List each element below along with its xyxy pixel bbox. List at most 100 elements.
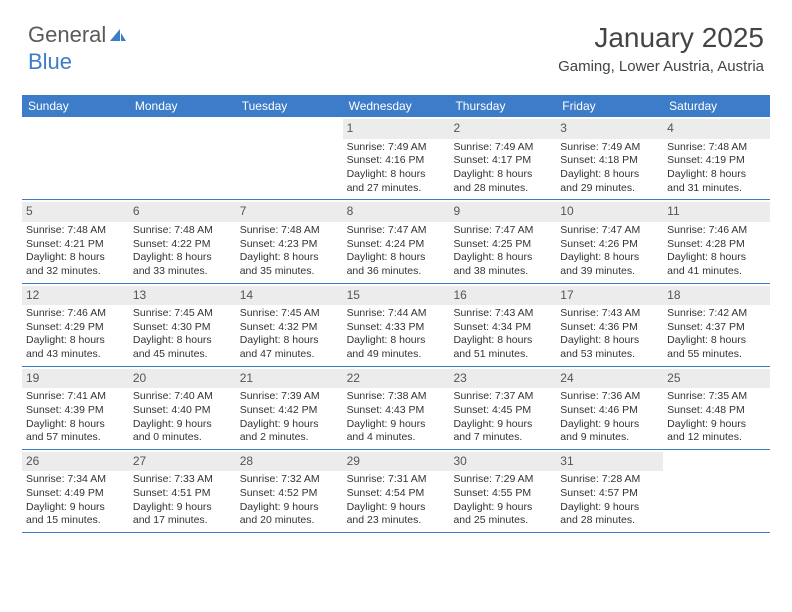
daylight-text: Daylight: 8 hours and 33 minutes.: [133, 251, 232, 278]
daylight-text: Daylight: 8 hours and 53 minutes.: [560, 334, 659, 361]
daylight-text: Daylight: 8 hours and 41 minutes.: [667, 251, 766, 278]
daylight-text: Daylight: 8 hours and 43 minutes.: [26, 334, 125, 361]
day-number: 31: [556, 452, 663, 472]
daylight-text: Daylight: 9 hours and 7 minutes.: [453, 418, 552, 445]
sunrise-text: Sunrise: 7:46 AM: [667, 224, 766, 238]
logo: GeneralBlue: [28, 22, 128, 75]
day-number: 10: [556, 202, 663, 222]
sunset-text: Sunset: 4:51 PM: [133, 487, 232, 501]
daylight-text: Daylight: 8 hours and 29 minutes.: [560, 168, 659, 195]
daylight-text: Daylight: 8 hours and 31 minutes.: [667, 168, 766, 195]
day-number: 23: [449, 369, 556, 389]
daylight-text: Daylight: 8 hours and 39 minutes.: [560, 251, 659, 278]
day-details: Sunrise: 7:47 AMSunset: 4:25 PMDaylight:…: [453, 224, 552, 279]
day-number: 14: [236, 286, 343, 306]
sunset-text: Sunset: 4:23 PM: [240, 238, 339, 252]
day-cell: 29Sunrise: 7:31 AMSunset: 4:54 PMDayligh…: [343, 450, 450, 532]
day-cell: .: [129, 117, 236, 199]
day-number: 2: [449, 119, 556, 139]
daylight-text: Daylight: 8 hours and 35 minutes.: [240, 251, 339, 278]
day-details: Sunrise: 7:48 AMSunset: 4:21 PMDaylight:…: [26, 224, 125, 279]
day-cell: 7Sunrise: 7:48 AMSunset: 4:23 PMDaylight…: [236, 200, 343, 282]
sunrise-text: Sunrise: 7:32 AM: [240, 473, 339, 487]
daylight-text: Daylight: 9 hours and 28 minutes.: [560, 501, 659, 528]
calendar: Sunday Monday Tuesday Wednesday Thursday…: [22, 95, 770, 533]
sunrise-text: Sunrise: 7:33 AM: [133, 473, 232, 487]
sunset-text: Sunset: 4:40 PM: [133, 404, 232, 418]
day-cell: 10Sunrise: 7:47 AMSunset: 4:26 PMDayligh…: [556, 200, 663, 282]
day-details: Sunrise: 7:44 AMSunset: 4:33 PMDaylight:…: [347, 307, 446, 362]
day-cell: 27Sunrise: 7:33 AMSunset: 4:51 PMDayligh…: [129, 450, 236, 532]
sunset-text: Sunset: 4:28 PM: [667, 238, 766, 252]
weekday-saturday: Saturday: [663, 95, 770, 117]
day-number: 3: [556, 119, 663, 139]
sunset-text: Sunset: 4:55 PM: [453, 487, 552, 501]
day-details: Sunrise: 7:48 AMSunset: 4:19 PMDaylight:…: [667, 141, 766, 196]
sunset-text: Sunset: 4:29 PM: [26, 321, 125, 335]
daylight-text: Daylight: 9 hours and 2 minutes.: [240, 418, 339, 445]
day-cell: 18Sunrise: 7:42 AMSunset: 4:37 PMDayligh…: [663, 284, 770, 366]
day-details: Sunrise: 7:47 AMSunset: 4:26 PMDaylight:…: [560, 224, 659, 279]
sunset-text: Sunset: 4:30 PM: [133, 321, 232, 335]
sunset-text: Sunset: 4:25 PM: [453, 238, 552, 252]
sunset-text: Sunset: 4:22 PM: [133, 238, 232, 252]
sunrise-text: Sunrise: 7:29 AM: [453, 473, 552, 487]
sunrise-text: Sunrise: 7:45 AM: [240, 307, 339, 321]
day-cell: 1Sunrise: 7:49 AMSunset: 4:16 PMDaylight…: [343, 117, 450, 199]
sunrise-text: Sunrise: 7:39 AM: [240, 390, 339, 404]
day-cell: 16Sunrise: 7:43 AMSunset: 4:34 PMDayligh…: [449, 284, 556, 366]
sunrise-text: Sunrise: 7:40 AM: [133, 390, 232, 404]
sunrise-text: Sunrise: 7:28 AM: [560, 473, 659, 487]
daylight-text: Daylight: 8 hours and 32 minutes.: [26, 251, 125, 278]
day-cell: 23Sunrise: 7:37 AMSunset: 4:45 PMDayligh…: [449, 367, 556, 449]
week-row: 12Sunrise: 7:46 AMSunset: 4:29 PMDayligh…: [22, 284, 770, 367]
sunrise-text: Sunrise: 7:34 AM: [26, 473, 125, 487]
day-number: 26: [22, 452, 129, 472]
week-row: 5Sunrise: 7:48 AMSunset: 4:21 PMDaylight…: [22, 200, 770, 283]
daylight-text: Daylight: 8 hours and 36 minutes.: [347, 251, 446, 278]
day-details: Sunrise: 7:46 AMSunset: 4:28 PMDaylight:…: [667, 224, 766, 279]
day-cell: .: [236, 117, 343, 199]
day-cell: 30Sunrise: 7:29 AMSunset: 4:55 PMDayligh…: [449, 450, 556, 532]
day-number: 15: [343, 286, 450, 306]
daylight-text: Daylight: 8 hours and 45 minutes.: [133, 334, 232, 361]
day-number: 12: [22, 286, 129, 306]
day-number: 22: [343, 369, 450, 389]
day-number: 21: [236, 369, 343, 389]
weekday-tuesday: Tuesday: [236, 95, 343, 117]
weekday-monday: Monday: [129, 95, 236, 117]
daylight-text: Daylight: 8 hours and 27 minutes.: [347, 168, 446, 195]
weekday-header: Sunday Monday Tuesday Wednesday Thursday…: [22, 95, 770, 117]
day-details: Sunrise: 7:45 AMSunset: 4:30 PMDaylight:…: [133, 307, 232, 362]
sunrise-text: Sunrise: 7:42 AM: [667, 307, 766, 321]
day-details: Sunrise: 7:45 AMSunset: 4:32 PMDaylight:…: [240, 307, 339, 362]
day-cell: 4Sunrise: 7:48 AMSunset: 4:19 PMDaylight…: [663, 117, 770, 199]
logo-part2: Blue: [28, 49, 72, 74]
day-details: Sunrise: 7:47 AMSunset: 4:24 PMDaylight:…: [347, 224, 446, 279]
day-details: Sunrise: 7:35 AMSunset: 4:48 PMDaylight:…: [667, 390, 766, 445]
location-text: Gaming, Lower Austria, Austria: [558, 58, 764, 75]
sunset-text: Sunset: 4:16 PM: [347, 154, 446, 168]
day-cell: 28Sunrise: 7:32 AMSunset: 4:52 PMDayligh…: [236, 450, 343, 532]
sunset-text: Sunset: 4:45 PM: [453, 404, 552, 418]
daylight-text: Daylight: 9 hours and 25 minutes.: [453, 501, 552, 528]
sunrise-text: Sunrise: 7:45 AM: [133, 307, 232, 321]
sunset-text: Sunset: 4:39 PM: [26, 404, 125, 418]
daylight-text: Daylight: 9 hours and 9 minutes.: [560, 418, 659, 445]
day-number: 20: [129, 369, 236, 389]
sunrise-text: Sunrise: 7:48 AM: [667, 141, 766, 155]
day-number: 13: [129, 286, 236, 306]
sunrise-text: Sunrise: 7:44 AM: [347, 307, 446, 321]
daylight-text: Daylight: 9 hours and 12 minutes.: [667, 418, 766, 445]
sunrise-text: Sunrise: 7:41 AM: [26, 390, 125, 404]
daylight-text: Daylight: 8 hours and 38 minutes.: [453, 251, 552, 278]
daylight-text: Daylight: 8 hours and 55 minutes.: [667, 334, 766, 361]
day-details: Sunrise: 7:36 AMSunset: 4:46 PMDaylight:…: [560, 390, 659, 445]
day-details: Sunrise: 7:43 AMSunset: 4:36 PMDaylight:…: [560, 307, 659, 362]
day-details: Sunrise: 7:48 AMSunset: 4:22 PMDaylight:…: [133, 224, 232, 279]
day-cell: 21Sunrise: 7:39 AMSunset: 4:42 PMDayligh…: [236, 367, 343, 449]
day-cell: 14Sunrise: 7:45 AMSunset: 4:32 PMDayligh…: [236, 284, 343, 366]
day-cell: 22Sunrise: 7:38 AMSunset: 4:43 PMDayligh…: [343, 367, 450, 449]
sunrise-text: Sunrise: 7:36 AM: [560, 390, 659, 404]
day-cell: 19Sunrise: 7:41 AMSunset: 4:39 PMDayligh…: [22, 367, 129, 449]
